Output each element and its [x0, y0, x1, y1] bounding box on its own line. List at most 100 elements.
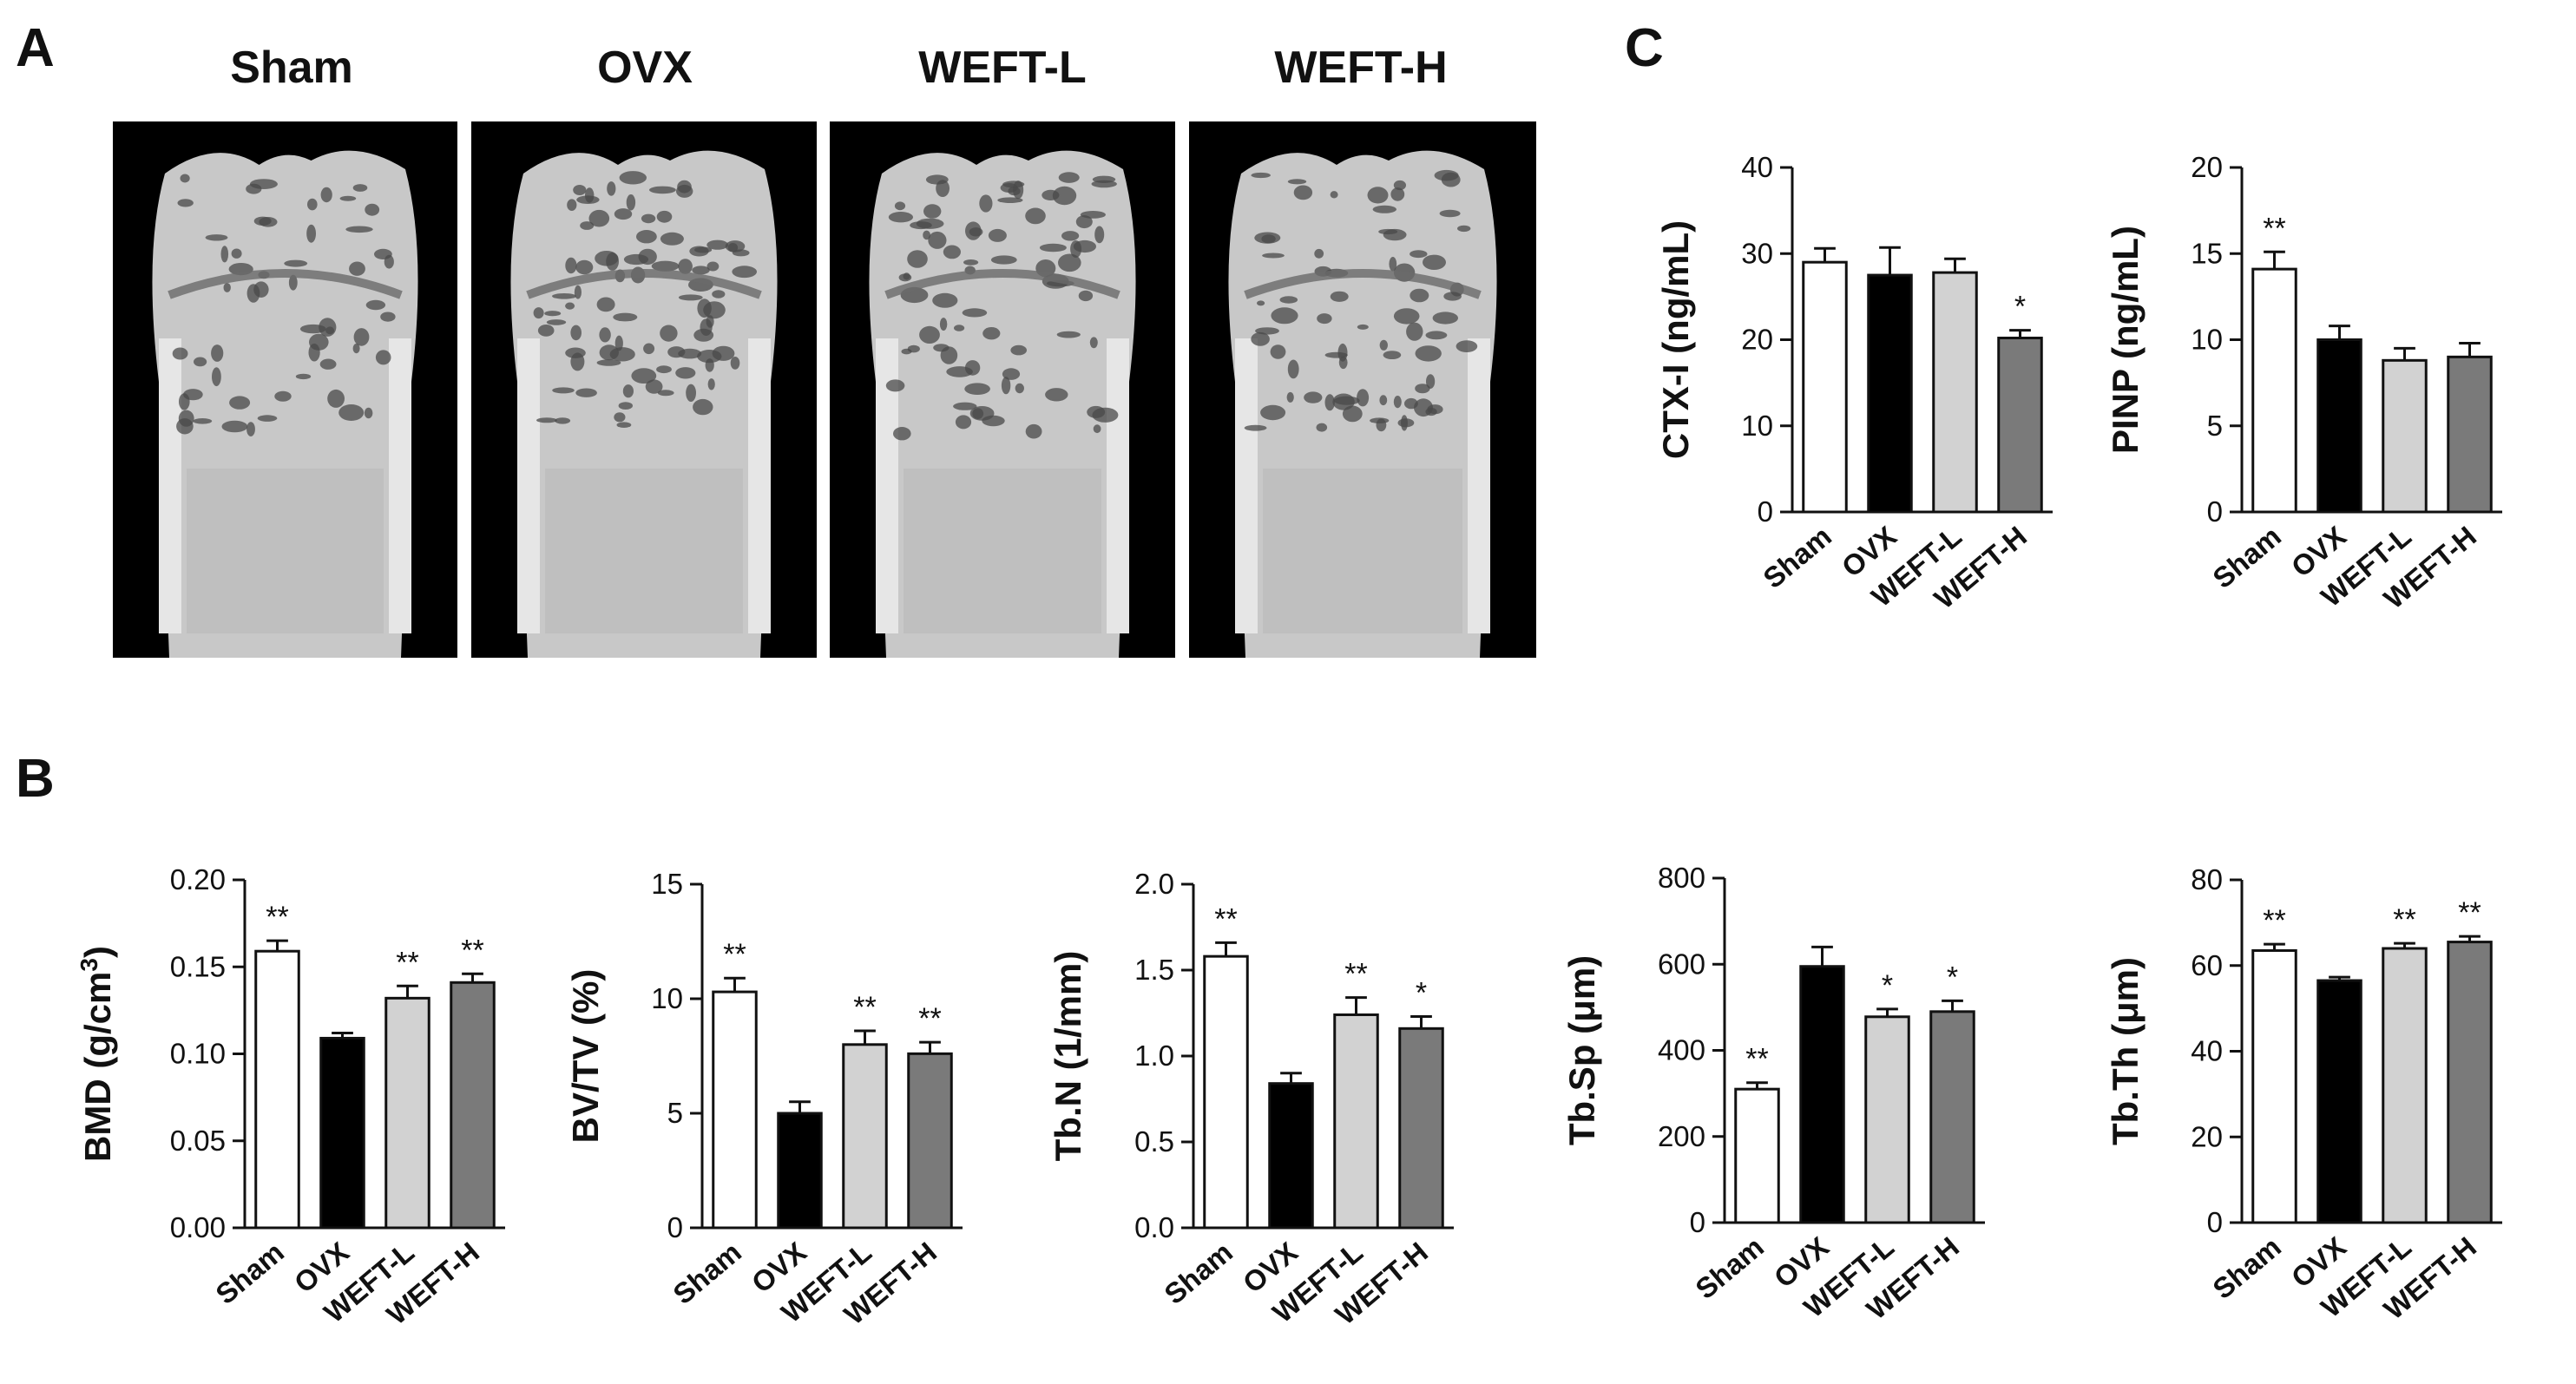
y-tick-label: 1.0 [1134, 1040, 1174, 1072]
bar-ovx [1268, 1082, 1314, 1230]
y-tick-label: 0.15 [170, 950, 226, 982]
panel-letter-a: A [16, 18, 55, 78]
x-category-label-sham: Sham [2206, 520, 2287, 594]
micro-ct-image-ovx [471, 121, 817, 658]
bar-weft-l [1932, 271, 1978, 514]
y-tick-label: 80 [2191, 863, 2223, 895]
significance-sham: ** [2263, 904, 2285, 937]
significance-weft-h: ** [2458, 896, 2481, 929]
bar-ovx [777, 1112, 823, 1230]
x-category-label-sham: Sham [209, 1236, 290, 1310]
x-category-label-sham: Sham [1158, 1236, 1239, 1310]
bar-ovx [1799, 965, 1845, 1224]
bar-weft-l [1864, 1015, 1910, 1224]
bar-weft-h [1929, 1010, 1975, 1224]
significance-weft-h: * [1416, 976, 1427, 1009]
growth-plate [168, 269, 403, 299]
bar-sham [1734, 1087, 1780, 1224]
y-tick-label: 0.00 [170, 1211, 226, 1243]
y-axis-label-sup: 3 [76, 958, 102, 972]
significance-sham: ** [266, 901, 288, 934]
cortical-right [1468, 338, 1490, 633]
x-category-label-sham: Sham [667, 1236, 747, 1310]
bar-ovx [2316, 338, 2362, 514]
y-tick-label: 15 [2191, 237, 2223, 269]
significance-weft-l: ** [1344, 958, 1367, 991]
significance-weft-h: ** [918, 1002, 941, 1035]
significance-weft-h: * [2014, 291, 2026, 324]
bar-weft-l [1333, 1013, 1379, 1230]
y-axis-label: BMD (g/cm3) [76, 946, 119, 1162]
y-tick-label: 0.0 [1134, 1211, 1174, 1243]
micro-ct-panel: Sham OVX WEFT-L WEFT-H [113, 43, 1536, 658]
y-tick-label: 5 [667, 1097, 683, 1129]
y-tick-label: 0.05 [170, 1125, 226, 1157]
y-tick-label: 1.5 [1134, 954, 1174, 986]
y-tick-label: 10 [651, 982, 683, 1014]
shaft-shading [1263, 469, 1462, 633]
significance-weft-l: ** [2393, 903, 2415, 936]
y-axis-label: Tb.Sp (μm) [1561, 955, 1602, 1145]
y-axis-label-end: ) [77, 946, 118, 958]
cortical-left [1235, 338, 1258, 633]
significance-sham: ** [2263, 212, 2285, 245]
y-tick-label: 40 [2191, 1035, 2223, 1067]
y-tick-label: 0.20 [170, 863, 226, 895]
bar-weft-h [450, 981, 496, 1230]
significance-sham: ** [723, 938, 746, 971]
bar-weft-l [384, 996, 430, 1230]
x-category-label-sham: Sham [1757, 520, 1837, 594]
y-axis-label: CTX-I (ng/mL) [1655, 220, 1696, 459]
bar-sham [2251, 948, 2297, 1224]
y-tick-label: 0 [2207, 1206, 2223, 1238]
significance-sham: ** [1745, 1043, 1768, 1076]
y-tick-label: 10 [1741, 410, 1773, 442]
y-tick-label: 0.5 [1134, 1125, 1174, 1158]
growth-plate [884, 269, 1120, 299]
bar-sham [1802, 260, 1848, 514]
micro-ct-title-weft-l: WEFT-L [918, 43, 1087, 93]
bar-weft-h [1997, 337, 2043, 514]
y-tick-label: 5 [2207, 410, 2223, 442]
y-tick-label: 20 [1741, 324, 1773, 356]
trabecular-pores [172, 174, 396, 436]
cortical-right [1107, 338, 1129, 633]
y-tick-label: 20 [2191, 151, 2223, 183]
y-tick-label: 15 [651, 868, 683, 900]
shaft-shading [904, 469, 1101, 633]
y-axis-label: Tb.Th (μm) [2105, 957, 2146, 1145]
micro-ct-title-ovx: OVX [597, 43, 693, 93]
y-tick-label: 0 [2207, 495, 2223, 528]
cortical-right [748, 338, 771, 633]
bar-sham [254, 949, 300, 1230]
panel-letter-c: C [1625, 18, 1664, 78]
bar-weft-h [2447, 941, 2493, 1224]
y-tick-label: 800 [1658, 862, 1705, 894]
y-tick-label: 40 [1741, 151, 1773, 183]
bar-ovx [319, 1036, 365, 1230]
significance-weft-l: * [1882, 969, 1893, 1002]
micro-ct-image-weft-h [1189, 121, 1536, 658]
bar-weft-l [2382, 947, 2428, 1224]
y-tick-label: 2.0 [1134, 868, 1174, 900]
cortical-right [389, 338, 411, 633]
significance-weft-l: ** [396, 946, 418, 979]
y-tick-label: 0.10 [170, 1038, 226, 1070]
bar-weft-h [2447, 355, 2493, 514]
growth-plate [1244, 269, 1482, 299]
shaft-shading [545, 469, 743, 633]
y-tick-label: 20 [2191, 1120, 2223, 1152]
bar-weft-h [907, 1052, 953, 1230]
y-tick-label: 200 [1658, 1120, 1705, 1152]
micro-ct-title-sham: Sham [230, 43, 353, 93]
bar-weft-l [2382, 358, 2428, 514]
y-axis-label: BV/TV (%) [565, 969, 606, 1144]
significance-weft-l: ** [853, 991, 876, 1024]
y-tick-label: 0 [1758, 495, 1773, 528]
